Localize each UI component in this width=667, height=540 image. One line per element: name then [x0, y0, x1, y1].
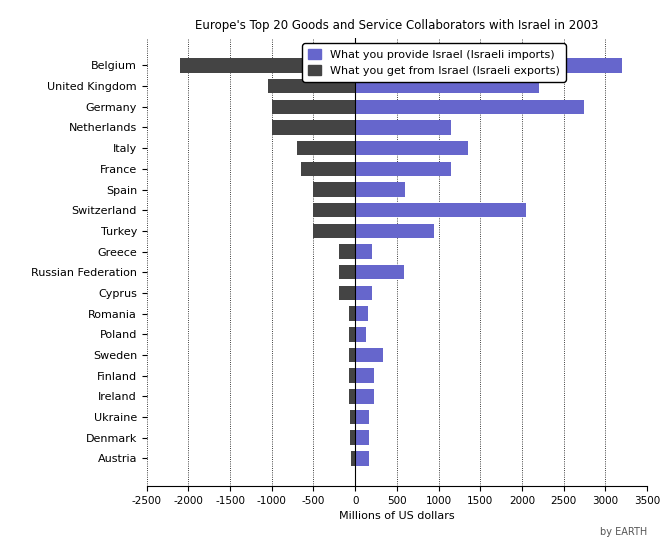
- Bar: [355, 368, 374, 383]
- Bar: [355, 120, 451, 134]
- Bar: [355, 327, 366, 341]
- Bar: [350, 430, 355, 445]
- Legend: What you provide Israel (Israeli imports), What you get from Israel (Israeli exp: What you provide Israel (Israeli imports…: [302, 43, 566, 82]
- Bar: [355, 161, 451, 176]
- Bar: [355, 265, 404, 280]
- Bar: [313, 224, 355, 238]
- Bar: [348, 306, 355, 321]
- Bar: [348, 368, 355, 383]
- Bar: [350, 410, 355, 424]
- X-axis label: Millions of US dollars: Millions of US dollars: [339, 511, 455, 521]
- Bar: [355, 141, 468, 156]
- Title: Europe's Top 20 Goods and Service Collaborators with Israel in 2003: Europe's Top 20 Goods and Service Collab…: [195, 19, 598, 32]
- Bar: [351, 451, 355, 465]
- Bar: [313, 183, 355, 197]
- Bar: [355, 430, 370, 445]
- Bar: [338, 244, 355, 259]
- Bar: [355, 183, 405, 197]
- Bar: [348, 348, 355, 362]
- Bar: [355, 348, 383, 362]
- Bar: [355, 410, 370, 424]
- Bar: [267, 79, 355, 93]
- Bar: [301, 161, 355, 176]
- Bar: [355, 203, 526, 218]
- Bar: [355, 286, 372, 300]
- Bar: [338, 265, 355, 280]
- Bar: [355, 389, 374, 403]
- Bar: [355, 306, 368, 321]
- Bar: [355, 224, 434, 238]
- Bar: [355, 58, 622, 73]
- Bar: [348, 327, 355, 341]
- Bar: [313, 203, 355, 218]
- Bar: [348, 389, 355, 403]
- Bar: [180, 58, 355, 73]
- Bar: [355, 244, 372, 259]
- Bar: [355, 99, 584, 114]
- Bar: [355, 79, 538, 93]
- Text: by EARTH: by EARTH: [600, 526, 647, 537]
- Bar: [297, 141, 355, 156]
- Bar: [355, 451, 370, 465]
- Bar: [272, 120, 355, 134]
- Bar: [272, 99, 355, 114]
- Bar: [338, 286, 355, 300]
